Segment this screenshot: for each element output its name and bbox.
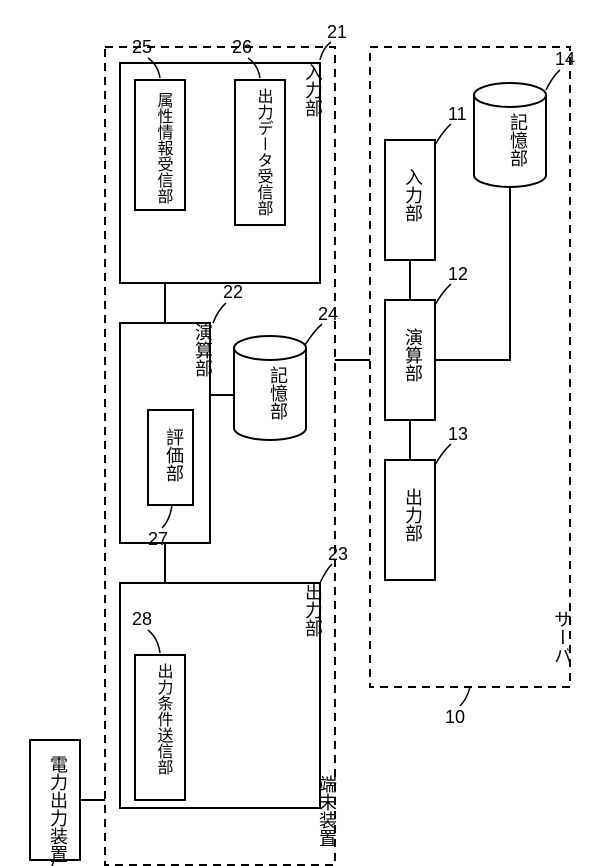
terminal-output-section: 出力部 23 出力条件送信部 28 <box>120 544 348 808</box>
terminal-storage-label: 記憶部 <box>268 366 288 420</box>
server-storage-id: 14 <box>555 49 575 69</box>
terminal-output-id: 23 <box>328 544 348 564</box>
output-data-rx-id: 26 <box>232 37 252 57</box>
power-device-label: 電力出力装置 <box>48 755 68 863</box>
system-block-diagram: 電力出力装置 30 端末装置 20 入力部 21 属性情報受信部 25 出力デー… <box>0 0 598 866</box>
server-compute-label: 演算部 <box>403 328 423 382</box>
terminal-input-label: 入力部 <box>303 63 323 117</box>
server-output-label: 出力部 <box>403 488 423 542</box>
server-input-label: 入力部 <box>403 168 423 222</box>
server-input-id: 11 <box>448 104 467 124</box>
terminal-input-id: 21 <box>327 22 347 42</box>
server-id: 10 <box>445 707 465 727</box>
power-output-device: 電力出力装置 30 <box>28 740 80 866</box>
terminal-output-label: 出力部 <box>303 583 323 637</box>
terminal-storage-id: 24 <box>318 304 338 324</box>
server: サーバ 10 入力部 11 演算部 12 出力部 13 記憶部 14 <box>370 47 575 727</box>
server-compute-id: 12 <box>448 264 468 284</box>
server-storage-label: 記憶部 <box>508 113 528 167</box>
attr-info-rx-id: 25 <box>132 37 152 57</box>
terminal-compute-label: 演算部 <box>193 323 213 377</box>
output-cond-tx-id: 28 <box>132 609 152 629</box>
terminal-device: 端末装置 20 入力部 21 属性情報受信部 25 出力データ受信部 26 演算… <box>105 22 348 866</box>
output-data-rx-label: 出力データ受信部 <box>255 88 274 216</box>
evaluation-label: 評価部 <box>164 428 184 482</box>
output-cond-tx-label: 出力条件送信部 <box>155 663 174 775</box>
attr-info-rx-label: 属性情報受信部 <box>155 92 174 204</box>
terminal-compute-id: 22 <box>223 282 243 302</box>
server-output-id: 13 <box>448 424 468 444</box>
server-label: サーバ <box>552 610 572 664</box>
